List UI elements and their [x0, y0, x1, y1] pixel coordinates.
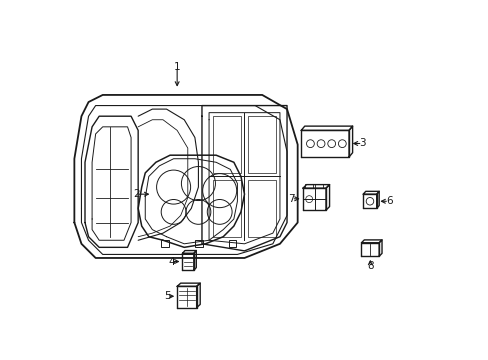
- Text: 3: 3: [359, 139, 365, 148]
- Bar: [195, 240, 202, 247]
- Bar: [315, 184, 323, 188]
- Text: 6: 6: [385, 196, 392, 206]
- Bar: [161, 240, 169, 247]
- Bar: [247, 116, 276, 173]
- Text: 7: 7: [288, 194, 294, 204]
- Text: 1: 1: [174, 62, 180, 72]
- Bar: [212, 116, 241, 173]
- Bar: [305, 184, 313, 188]
- Bar: [212, 180, 241, 237]
- Text: 2: 2: [133, 189, 140, 199]
- Text: 4: 4: [168, 257, 174, 266]
- Bar: [228, 240, 236, 247]
- Text: 8: 8: [366, 261, 373, 271]
- Bar: [247, 180, 276, 237]
- Text: 5: 5: [163, 291, 170, 301]
